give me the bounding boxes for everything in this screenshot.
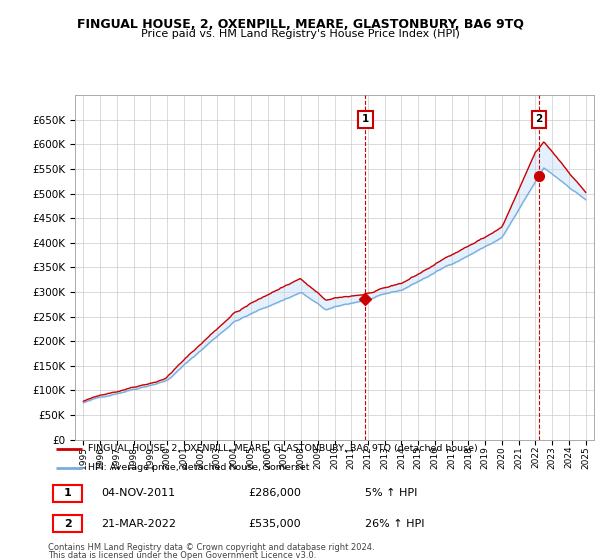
- Text: 2: 2: [64, 519, 71, 529]
- Text: FINGUAL HOUSE, 2, OXENPILL, MEARE, GLASTONBURY, BA6 9TQ: FINGUAL HOUSE, 2, OXENPILL, MEARE, GLAST…: [77, 18, 523, 31]
- Text: £535,000: £535,000: [248, 519, 301, 529]
- Text: £286,000: £286,000: [248, 488, 302, 498]
- FancyBboxPatch shape: [53, 515, 82, 532]
- Text: Price paid vs. HM Land Registry's House Price Index (HPI): Price paid vs. HM Land Registry's House …: [140, 29, 460, 39]
- Text: Contains HM Land Registry data © Crown copyright and database right 2024.: Contains HM Land Registry data © Crown c…: [48, 543, 374, 552]
- Text: This data is licensed under the Open Government Licence v3.0.: This data is licensed under the Open Gov…: [48, 551, 316, 560]
- Text: HPI: Average price, detached house, Somerset: HPI: Average price, detached house, Some…: [88, 463, 309, 472]
- Text: 1: 1: [64, 488, 71, 498]
- Text: 2: 2: [535, 114, 542, 124]
- Text: 21-MAR-2022: 21-MAR-2022: [101, 519, 176, 529]
- Text: 5% ↑ HPI: 5% ↑ HPI: [365, 488, 417, 498]
- Text: FINGUAL HOUSE, 2, OXENPILL, MEARE, GLASTONBURY, BA6 9TQ (detached house): FINGUAL HOUSE, 2, OXENPILL, MEARE, GLAST…: [88, 445, 478, 454]
- Text: 1: 1: [362, 114, 369, 124]
- FancyBboxPatch shape: [53, 485, 82, 502]
- Text: 04-NOV-2011: 04-NOV-2011: [101, 488, 175, 498]
- Text: 26% ↑ HPI: 26% ↑ HPI: [365, 519, 424, 529]
